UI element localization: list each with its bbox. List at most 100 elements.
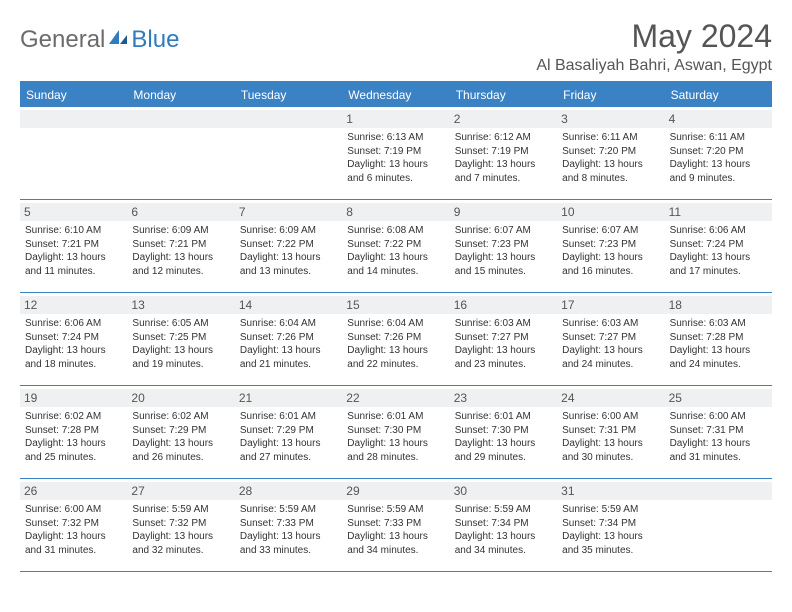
day-info: Sunrise: 6:04 AMSunset: 7:26 PMDaylight:… <box>347 317 444 371</box>
sunset-text: Sunset: 7:33 PM <box>240 517 337 531</box>
day-info: Sunrise: 6:03 AMSunset: 7:27 PMDaylight:… <box>455 317 552 371</box>
sunrise-text: Sunrise: 6:02 AM <box>132 410 229 424</box>
day-cell: 17Sunrise: 6:03 AMSunset: 7:27 PMDayligh… <box>557 293 664 385</box>
sunrise-text: Sunrise: 6:06 AM <box>25 317 122 331</box>
day-info: Sunrise: 6:03 AMSunset: 7:27 PMDaylight:… <box>562 317 659 371</box>
day-info: Sunrise: 6:03 AMSunset: 7:28 PMDaylight:… <box>670 317 767 371</box>
sunset-text: Sunset: 7:34 PM <box>562 517 659 531</box>
month-title: May 2024 <box>536 18 772 55</box>
day-info: Sunrise: 6:06 AMSunset: 7:24 PMDaylight:… <box>670 224 767 278</box>
dow-saturday: Saturday <box>665 83 772 107</box>
daylight-text: Daylight: 13 hours and 23 minutes. <box>455 344 552 371</box>
daylight-text: Daylight: 13 hours and 31 minutes. <box>670 437 767 464</box>
daylight-text: Daylight: 13 hours and 34 minutes. <box>455 530 552 557</box>
day-info: Sunrise: 5:59 AMSunset: 7:33 PMDaylight:… <box>347 503 444 557</box>
sunrise-text: Sunrise: 5:59 AM <box>347 503 444 517</box>
sunrise-text: Sunrise: 5:59 AM <box>455 503 552 517</box>
week-row: 12Sunrise: 6:06 AMSunset: 7:24 PMDayligh… <box>20 293 772 386</box>
sunset-text: Sunset: 7:26 PM <box>240 331 337 345</box>
day-info: Sunrise: 6:01 AMSunset: 7:30 PMDaylight:… <box>455 410 552 464</box>
day-info: Sunrise: 6:07 AMSunset: 7:23 PMDaylight:… <box>455 224 552 278</box>
sunset-text: Sunset: 7:23 PM <box>562 238 659 252</box>
daylight-text: Daylight: 13 hours and 32 minutes. <box>132 530 229 557</box>
sunset-text: Sunset: 7:31 PM <box>670 424 767 438</box>
day-number: 22 <box>342 389 449 407</box>
week-row: 26 Sunrise: 6:00 AMSunset: 7:32 PMDayligh… <box>20 479 772 572</box>
logo: General Blue <box>20 18 179 54</box>
day-number: 25 <box>665 389 772 407</box>
day-cell: 11Sunrise: 6:06 AMSunset: 7:24 PMDayligh… <box>665 200 772 292</box>
day-number: 18 <box>665 296 772 314</box>
day-number: . <box>665 482 772 500</box>
day-cell: 9 Sunrise: 6:07 AMSunset: 7:23 PMDaylight… <box>450 200 557 292</box>
sunrise-text: Sunrise: 6:00 AM <box>562 410 659 424</box>
sunrise-text: Sunrise: 6:04 AM <box>347 317 444 331</box>
day-info: Sunrise: 5:59 AMSunset: 7:32 PMDaylight:… <box>132 503 229 557</box>
day-number: 2 <box>450 110 557 128</box>
sunset-text: Sunset: 7:21 PM <box>25 238 122 252</box>
daylight-text: Daylight: 13 hours and 11 minutes. <box>25 251 122 278</box>
sunset-text: Sunset: 7:28 PM <box>670 331 767 345</box>
day-info: Sunrise: 6:12 AMSunset: 7:19 PMDaylight:… <box>455 131 552 185</box>
day-number: 1 <box>342 110 449 128</box>
day-number: 6 <box>127 203 234 221</box>
sunset-text: Sunset: 7:30 PM <box>347 424 444 438</box>
day-cell: 18 Sunrise: 6:03 AMSunset: 7:28 PMDayligh… <box>665 293 772 385</box>
day-info: Sunrise: 6:13 AMSunset: 7:19 PMDaylight:… <box>347 131 444 185</box>
day-info: Sunrise: 5:59 AMSunset: 7:34 PMDaylight:… <box>455 503 552 557</box>
sunset-text: Sunset: 7:27 PM <box>455 331 552 345</box>
day-info: Sunrise: 6:02 AMSunset: 7:28 PMDaylight:… <box>25 410 122 464</box>
sunset-text: Sunset: 7:20 PM <box>562 145 659 159</box>
day-info: Sunrise: 5:59 AMSunset: 7:34 PMDaylight:… <box>562 503 659 557</box>
sunset-text: Sunset: 7:32 PM <box>25 517 122 531</box>
sunset-text: Sunset: 7:21 PM <box>132 238 229 252</box>
sunrise-text: Sunrise: 6:06 AM <box>670 224 767 238</box>
day-number: 20 <box>127 389 234 407</box>
sunset-text: Sunset: 7:19 PM <box>347 145 444 159</box>
day-number: . <box>20 110 127 128</box>
sunrise-text: Sunrise: 6:02 AM <box>25 410 122 424</box>
daylight-text: Daylight: 13 hours and 22 minutes. <box>347 344 444 371</box>
daylight-text: Daylight: 13 hours and 27 minutes. <box>240 437 337 464</box>
sunset-text: Sunset: 7:22 PM <box>240 238 337 252</box>
day-cell: 8Sunrise: 6:08 AMSunset: 7:22 PMDaylight… <box>342 200 449 292</box>
sunrise-text: Sunrise: 5:59 AM <box>240 503 337 517</box>
day-number: 27 <box>127 482 234 500</box>
daylight-text: Daylight: 13 hours and 7 minutes. <box>455 158 552 185</box>
day-cell: 1 Sunrise: 6:13 AMSunset: 7:19 PMDaylight… <box>342 107 449 199</box>
sunrise-text: Sunrise: 6:05 AM <box>132 317 229 331</box>
sunrise-text: Sunrise: 6:03 AM <box>670 317 767 331</box>
day-info: Sunrise: 6:09 AMSunset: 7:21 PMDaylight:… <box>132 224 229 278</box>
day-cell: 4Sunrise: 6:11 AMSunset: 7:20 PMDaylight… <box>665 107 772 199</box>
sunrise-text: Sunrise: 6:09 AM <box>132 224 229 238</box>
day-info: Sunrise: 5:59 AMSunset: 7:33 PMDaylight:… <box>240 503 337 557</box>
sunset-text: Sunset: 7:34 PM <box>455 517 552 531</box>
day-cell: 12Sunrise: 6:06 AMSunset: 7:24 PMDayligh… <box>20 293 127 385</box>
day-cell: 6 Sunrise: 6:09 AMSunset: 7:21 PMDaylight… <box>127 200 234 292</box>
sunrise-text: Sunrise: 6:11 AM <box>670 131 767 145</box>
sunset-text: Sunset: 7:24 PM <box>670 238 767 252</box>
daylight-text: Daylight: 13 hours and 15 minutes. <box>455 251 552 278</box>
daylight-text: Daylight: 13 hours and 13 minutes. <box>240 251 337 278</box>
day-number: 23 <box>450 389 557 407</box>
day-info: Sunrise: 6:02 AMSunset: 7:29 PMDaylight:… <box>132 410 229 464</box>
sunrise-text: Sunrise: 6:03 AM <box>562 317 659 331</box>
day-cell: 15Sunrise: 6:04 AMSunset: 7:26 PMDayligh… <box>342 293 449 385</box>
sunset-text: Sunset: 7:32 PM <box>132 517 229 531</box>
day-info: Sunrise: 6:00 AMSunset: 7:31 PMDaylight:… <box>670 410 767 464</box>
sunrise-text: Sunrise: 6:11 AM <box>562 131 659 145</box>
sunrise-text: Sunrise: 6:01 AM <box>240 410 337 424</box>
day-info: Sunrise: 6:00 AMSunset: 7:32 PMDaylight:… <box>25 503 122 557</box>
daylight-text: Daylight: 13 hours and 19 minutes. <box>132 344 229 371</box>
sunset-text: Sunset: 7:20 PM <box>670 145 767 159</box>
day-number: 10 <box>557 203 664 221</box>
day-number: 9 <box>450 203 557 221</box>
sunset-text: Sunset: 7:27 PM <box>562 331 659 345</box>
day-number: 26 <box>20 482 127 500</box>
daylight-text: Daylight: 13 hours and 29 minutes. <box>455 437 552 464</box>
daylight-text: Daylight: 13 hours and 6 minutes. <box>347 158 444 185</box>
day-info: Sunrise: 6:08 AMSunset: 7:22 PMDaylight:… <box>347 224 444 278</box>
day-cell: 29Sunrise: 5:59 AMSunset: 7:33 PMDayligh… <box>342 479 449 571</box>
day-cell: 2 Sunrise: 6:12 AMSunset: 7:19 PMDaylight… <box>450 107 557 199</box>
day-number: 12 <box>20 296 127 314</box>
